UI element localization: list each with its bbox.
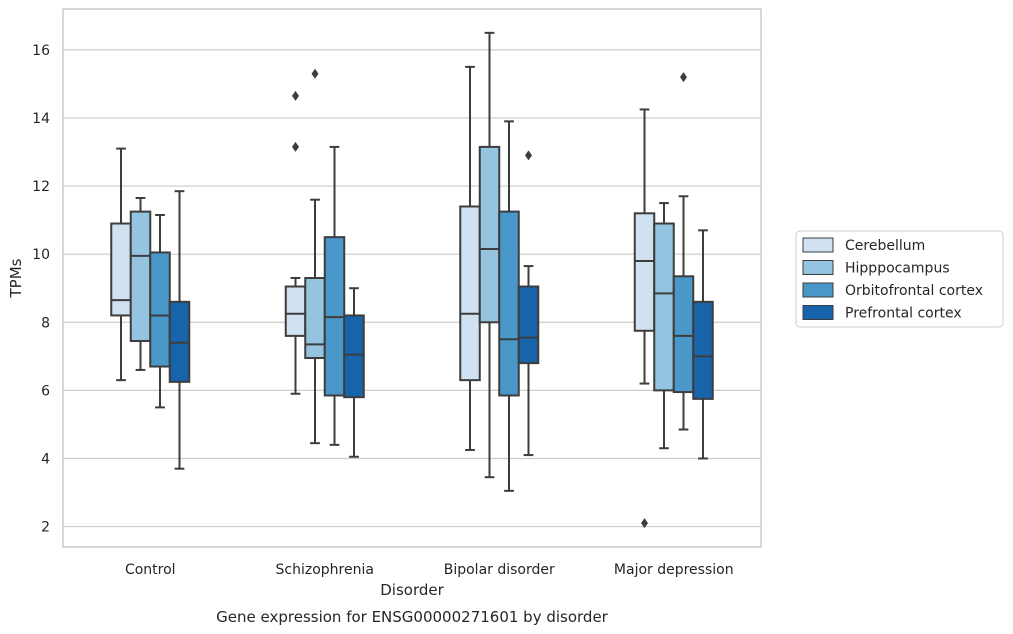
box-orbitofrontal-cortex-1 [323, 145, 346, 446]
legend: Cerebellum Hipppocampus Orbitofrontal cort… [795, 230, 1004, 328]
legend-item-hipppocampus: Hipppocampus [802, 260, 950, 277]
legend-label: Prefrontal cortex [845, 306, 962, 322]
box-prefrontal-cortex-3 [692, 229, 714, 460]
box-hipppocampus-3 [653, 202, 675, 450]
outlier-point-0 [680, 72, 687, 83]
outlier-point-0 [525, 150, 532, 161]
box-hipppocampus-2 [478, 31, 501, 479]
box-prefrontal-cortex-0 [168, 190, 191, 470]
y-tick-label-6: 6 [41, 383, 50, 399]
x-tick-label-major-depression: Major depression [614, 562, 734, 578]
box-prefrontal-cortex-2 [517, 150, 540, 457]
box-cerebellum-0 [110, 147, 132, 382]
y-tick-label-2: 2 [41, 520, 50, 536]
legend-swatch [802, 260, 834, 275]
box-cerebellum-2 [459, 65, 481, 451]
legend-item-orbitofrontal-cortex: Orbitofrontal cortex [802, 282, 983, 299]
box-iqr [304, 277, 326, 360]
y-tick-label-10: 10 [32, 247, 50, 263]
chart-title: Gene expression for ENSG00000271601 by d… [216, 608, 609, 626]
box-iqr [692, 300, 714, 400]
legend-label: Orbitofrontal cortex [845, 283, 983, 299]
y-tick-label-8: 8 [41, 315, 50, 331]
plot-frame [62, 8, 762, 548]
y-tick-label-14: 14 [32, 111, 50, 127]
box-hipppocampus-0 [129, 196, 152, 371]
outlier-point-0 [641, 518, 648, 529]
box-iqr [149, 251, 171, 368]
outlier-point-0 [292, 90, 299, 101]
box-iqr [343, 314, 365, 399]
box-orbitofrontal-cortex-2 [498, 120, 520, 492]
box-iqr [517, 285, 540, 365]
outlier-point-1 [292, 141, 299, 152]
box-orbitofrontal-cortex-0 [149, 214, 171, 409]
y-axis-label: TPMs [7, 258, 25, 298]
box-iqr [478, 145, 501, 324]
box-hipppocampus-1 [304, 68, 326, 445]
box-plot-series [110, 31, 714, 529]
x-tick-label-schizophrenia: Schizophrenia [276, 562, 374, 578]
y-axis-tick-labels: 2 4 6 8 10 12 14 16 [32, 43, 50, 536]
box-iqr [653, 222, 675, 392]
box-iqr [633, 212, 656, 332]
legend-frame [795, 230, 1004, 328]
box-cerebellum-3 [633, 108, 656, 529]
box-orbitofrontal-cortex-3 [672, 72, 695, 431]
box-iqr [459, 205, 481, 382]
box-prefrontal-cortex-1 [343, 287, 365, 458]
legend-swatch [802, 305, 834, 320]
y-tick-label-12: 12 [32, 179, 50, 195]
x-axis-tick-labels: Control Schizophrenia Bipolar disorder Majo… [125, 562, 734, 578]
box-iqr [129, 210, 152, 342]
x-axis-label: Disorder [380, 581, 444, 599]
x-tick-label-bipolar-disorder: Bipolar disorder [444, 562, 555, 578]
legend-label: Hipppocampus [845, 261, 950, 277]
legend-label: Cerebellum [845, 238, 925, 254]
legend-item-cerebellum: Cerebellum [802, 237, 925, 254]
box-iqr [498, 210, 520, 397]
box-iqr [672, 275, 695, 394]
legend-swatch [802, 282, 834, 298]
legend-item-prefrontal-cortex: Prefrontal cortex [802, 305, 962, 322]
y-tick-label-16: 16 [32, 43, 50, 59]
box-cerebellum-1 [284, 90, 307, 395]
box-iqr [110, 222, 132, 317]
x-tick-label-control: Control [125, 562, 176, 578]
y-tick-label-4: 4 [41, 451, 50, 467]
legend-swatch [802, 237, 834, 253]
outlier-point-0 [311, 68, 319, 79]
box-iqr [284, 285, 307, 337]
